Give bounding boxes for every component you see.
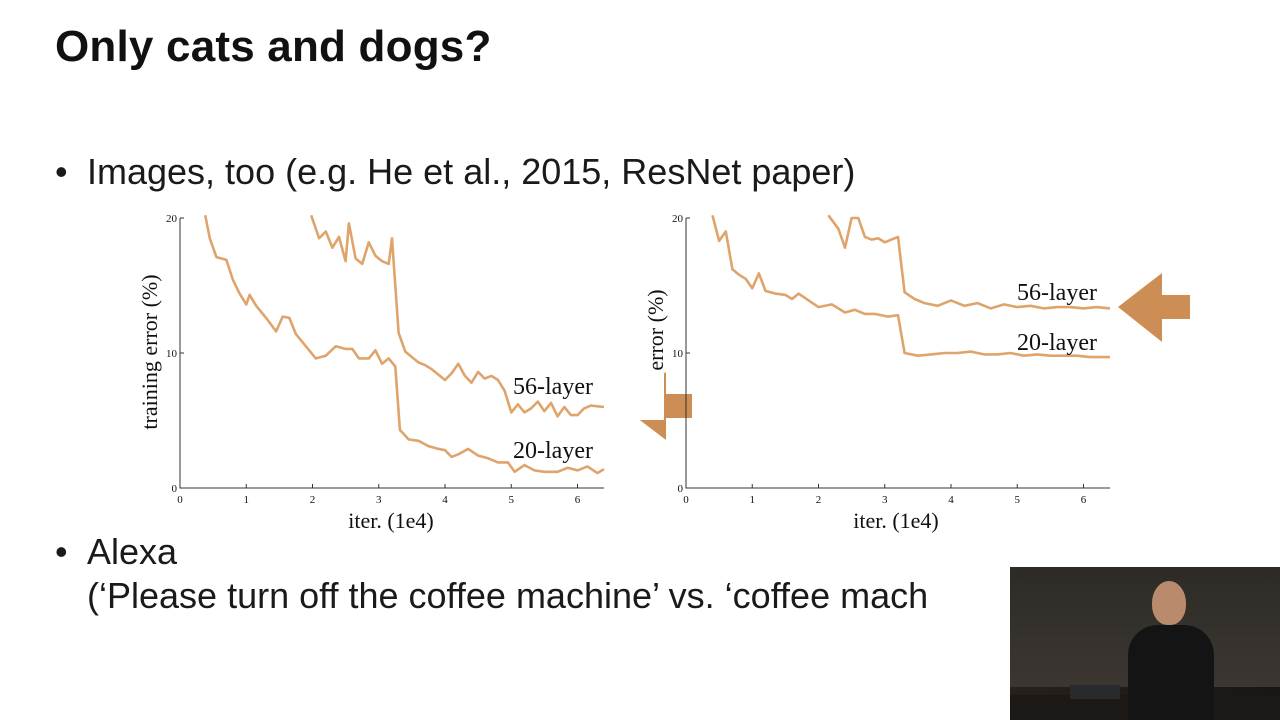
- x-axis-title-right: iter. (1e4): [853, 508, 939, 533]
- x-tick-label: 4: [948, 494, 954, 506]
- webcam-video: [1010, 567, 1280, 720]
- bullet-dot: •: [55, 151, 68, 192]
- bullet-dot: •: [55, 531, 68, 572]
- x-tick-label: 0: [177, 494, 183, 506]
- bullet-images-text: Images, too (e.g. He et al., 2015, ResNe…: [87, 151, 856, 192]
- series-line-20-layer: [711, 214, 1110, 359]
- series-line-56-layer: [309, 214, 605, 418]
- series-label-56-right: 56-layer: [1017, 280, 1097, 306]
- slide-title: Only cats and dogs?: [55, 22, 492, 71]
- x-tick-label: 1: [244, 494, 250, 506]
- series-line-56-layer: [827, 214, 1111, 310]
- y-tick-label: 0: [172, 483, 178, 495]
- y-ticks-left: 0 10 20: [166, 213, 184, 495]
- x-tick-label: 0: [683, 494, 689, 506]
- x-tick-label: 5: [509, 494, 515, 506]
- x-tick-label: 1: [750, 494, 756, 506]
- y-tick-label: 20: [672, 213, 684, 225]
- crop-mask: [620, 240, 664, 420]
- arrow-right-icon: [1118, 273, 1190, 342]
- series-label-20-left: 20-layer: [513, 438, 593, 464]
- bullet-alexa-title: Alexa: [87, 531, 178, 572]
- series-line-20-layer: [203, 215, 605, 475]
- series-label-20-right: 20-layer: [1017, 330, 1097, 356]
- x-ticks-left: 0 1 2 3 4 5 6: [177, 484, 581, 506]
- x-tick-label: 6: [575, 494, 581, 506]
- x-ticks-right: 0 1 2 3 4 5 6: [683, 484, 1087, 506]
- laptop-icon: [1070, 685, 1120, 699]
- presenter-head: [1152, 581, 1186, 625]
- y-tick-label: 10: [166, 348, 178, 360]
- y-ticks-right: 0 10 20: [672, 213, 690, 495]
- bullet-alexa-example: (‘Please turn off the coffee machine’ vs…: [87, 575, 929, 616]
- y-tick-label: 20: [166, 213, 178, 225]
- x-axis-title-left: iter. (1e4): [348, 508, 434, 533]
- x-tick-label: 3: [882, 494, 888, 506]
- y-tick-label: 10: [672, 348, 684, 360]
- x-tick-label: 4: [442, 494, 448, 506]
- bullet-alexa: • Alexa (‘Please turn off the coffee mach…: [55, 530, 928, 618]
- bullet-images: • Images, too (e.g. He et al., 2015, ResN…: [55, 150, 855, 194]
- series-label-56-left: 56-layer: [513, 374, 593, 400]
- y-axis-title-right: error (%): [643, 289, 668, 370]
- x-tick-label: 5: [1015, 494, 1021, 506]
- y-axis-title-left: training error (%): [137, 274, 162, 429]
- x-tick-label: 3: [376, 494, 382, 506]
- presenter-body: [1128, 625, 1214, 720]
- x-tick-label: 2: [310, 494, 316, 506]
- x-tick-label: 2: [816, 494, 822, 506]
- x-tick-label: 6: [1081, 494, 1087, 506]
- y-tick-label: 0: [678, 483, 684, 495]
